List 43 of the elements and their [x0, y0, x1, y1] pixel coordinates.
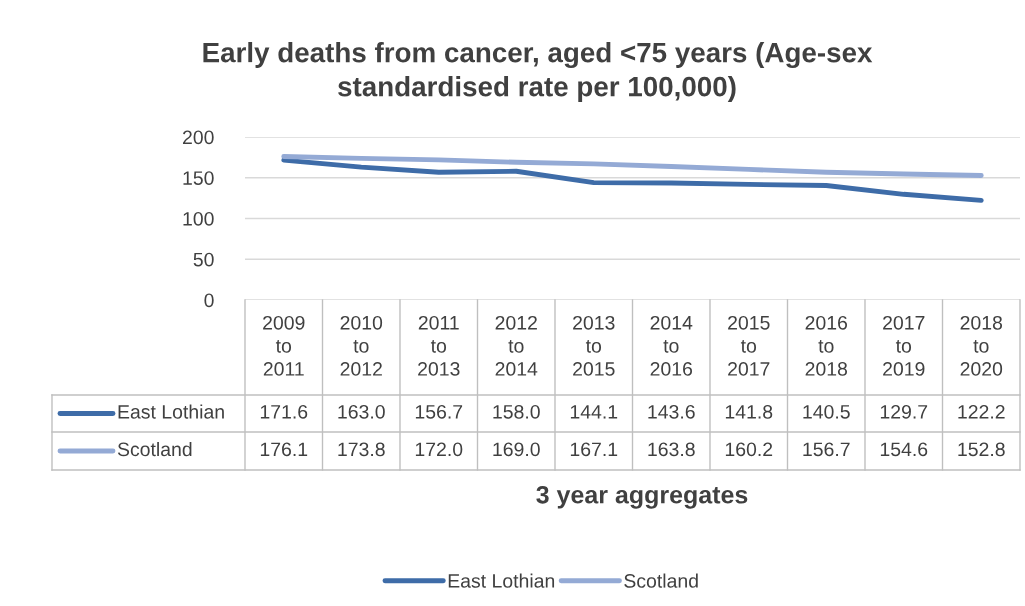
data-label: 158.0: [493, 404, 540, 419]
data-label: 129.7: [880, 404, 928, 419]
data-label: 144.1: [570, 405, 618, 419]
x-tick-label: 2011 to 2013: [418, 315, 460, 376]
line-series: [281, 154, 984, 178]
chart-title: Early deaths from cancer, aged <75 years (Age-sex standardised rate per 100,000): [203, 42, 873, 102]
data-label: 171.6: [260, 404, 308, 419]
y-tick-label: 200: [182, 130, 214, 145]
data-label: 156.7: [803, 442, 850, 457]
x-tick-label: 2018 to 2020: [960, 315, 1003, 376]
data-label: 122.2: [958, 404, 1005, 419]
data-label: 163.0: [338, 404, 385, 419]
x-tick-label: 2010 to 2012: [340, 315, 383, 376]
data-label: 169.0: [493, 442, 540, 457]
data-label: 140.5: [803, 404, 850, 419]
data-label: 172.0: [415, 442, 463, 457]
legend-label: Scotland: [117, 441, 192, 457]
data-label: 160.2: [725, 442, 773, 457]
x-tick-label: 2013 to 2015: [573, 315, 615, 376]
x-tick-label: 2014 to 2016: [650, 315, 693, 376]
data-label: 154.6: [880, 442, 928, 457]
data-label: 141.8: [725, 404, 773, 419]
text: Scotland: [624, 573, 698, 588]
y-tick-label: 100: [183, 211, 214, 226]
x-tick-label: 2017 to 2019: [883, 315, 925, 376]
data-label: 143.6: [648, 404, 695, 419]
y-tick-label: 150: [183, 171, 214, 185]
x-axis-title: 3 year aggregates: [536, 485, 748, 509]
legend-label: East Lothian: [118, 404, 224, 419]
data-label: 152.8: [958, 442, 1005, 457]
data-label: 167.1: [570, 442, 618, 457]
x-tick-label: 2012 to 2014: [495, 315, 538, 376]
data-label: 163.8: [648, 442, 695, 457]
x-tick-label: 2015 to 2017: [728, 315, 770, 376]
y-tick-label: 0: [204, 293, 214, 308]
text: East Lothian: [448, 573, 555, 588]
line-series: [281, 157, 984, 203]
data-label: 176.1: [260, 442, 308, 457]
data-label: 173.8: [338, 442, 385, 457]
x-tick-label: 2016 to 2018: [805, 315, 848, 376]
x-tick-label: 2009 to 2011: [263, 315, 305, 376]
y-tick-label: 50: [193, 252, 214, 267]
data-label: 156.7: [415, 404, 463, 419]
